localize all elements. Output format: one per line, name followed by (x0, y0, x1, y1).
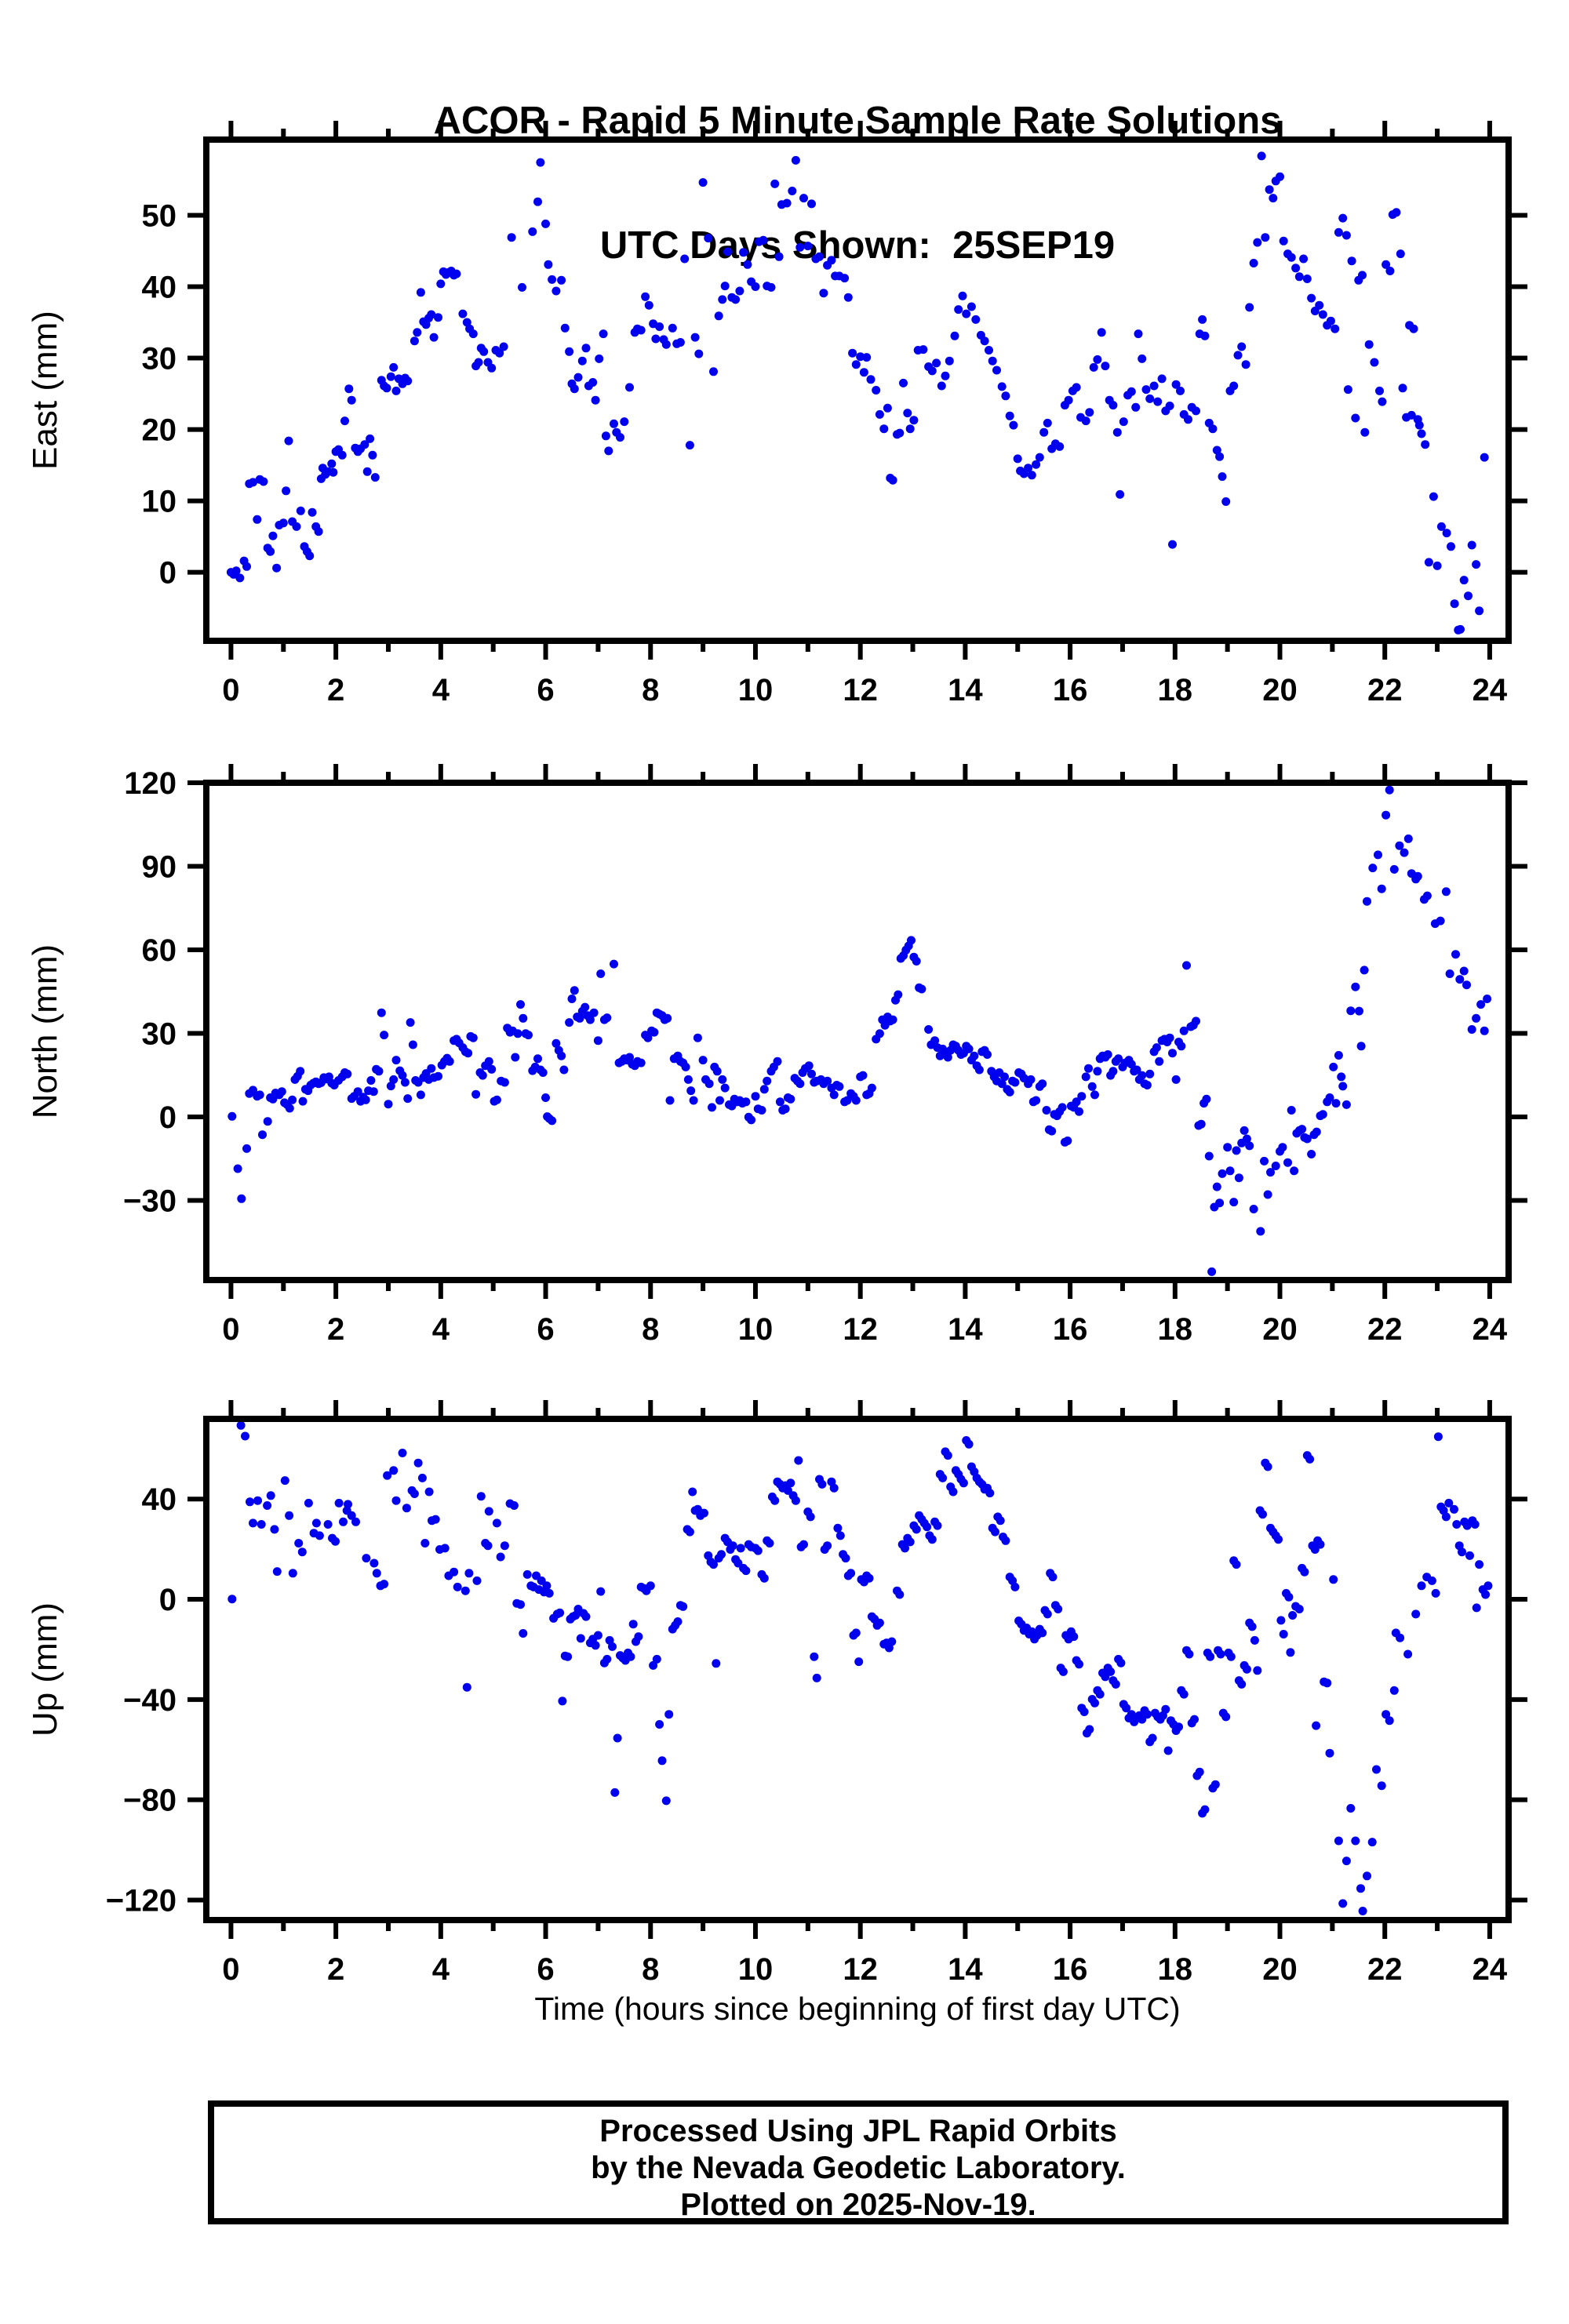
svg-text:6: 6 (537, 673, 554, 707)
up-ticks (187, 1400, 1527, 1939)
svg-text:14: 14 (948, 1952, 983, 1987)
east-frame (203, 136, 1512, 644)
north-axis-label: North (mm) (26, 944, 64, 1118)
page-title: ACOR - Rapid 5 Minute Sample Rate Soluti… (206, 17, 1509, 350)
svg-text:8: 8 (642, 1952, 659, 1987)
footer-line-1: Processed Using JPL Rapid Orbits (599, 2114, 1117, 2148)
north-panel: 0 2 4 6 8 10 12 14 16 18 20 22 24−300306090120North … (26, 764, 1527, 1347)
svg-text:−30: −30 (123, 1184, 177, 1218)
title-line-1: ACOR - Rapid 5 Minute Sample Rate Soluti… (433, 100, 1282, 142)
footer-line-2: by the Nevada Geodetic Laboratory. (591, 2151, 1126, 2185)
svg-text:20: 20 (142, 413, 177, 448)
svg-text:10: 10 (738, 1312, 774, 1347)
svg-text:8: 8 (642, 673, 659, 707)
svg-text:50: 50 (142, 198, 177, 233)
svg-text:16: 16 (1053, 1312, 1088, 1347)
east-axis-label: East (mm) (26, 311, 64, 470)
svg-text:2: 2 (327, 1312, 344, 1347)
up-points (228, 1420, 1493, 1915)
svg-text:0: 0 (222, 1312, 239, 1347)
svg-text:12: 12 (843, 673, 878, 707)
svg-text:0: 0 (222, 673, 239, 707)
svg-text:12: 12 (843, 1312, 878, 1347)
svg-text:8: 8 (642, 1312, 659, 1347)
svg-text:18: 18 (1158, 1952, 1193, 1987)
svg-text:90: 90 (142, 849, 177, 884)
svg-text:60: 60 (142, 933, 177, 968)
svg-text:10: 10 (738, 1952, 774, 1987)
east-points (226, 151, 1489, 635)
footer-line-3: Plotted on 2025-Nov-19. (680, 2188, 1036, 2222)
up-frame (203, 1416, 1512, 1923)
svg-text:16: 16 (1053, 673, 1088, 707)
svg-text:12: 12 (843, 1952, 878, 1987)
svg-text:0: 0 (159, 1100, 177, 1135)
svg-text:40: 40 (142, 1482, 177, 1517)
footer-box: Processed Using JPL Rapid Orbits by the … (208, 2100, 1509, 2224)
svg-text:6: 6 (537, 1312, 554, 1347)
svg-text:14: 14 (948, 673, 983, 707)
svg-text:−40: −40 (123, 1683, 177, 1718)
svg-text:40: 40 (142, 271, 177, 305)
svg-text:20: 20 (1262, 1312, 1298, 1347)
up-axis-label: Up (mm) (26, 1602, 64, 1737)
svg-text:0: 0 (159, 556, 177, 591)
svg-text:18: 18 (1158, 1312, 1193, 1347)
north-points (228, 785, 1492, 1276)
svg-text:−80: −80 (123, 1784, 177, 1818)
svg-text:6: 6 (537, 1952, 554, 1987)
svg-text:24: 24 (1473, 1952, 1508, 1987)
x-axis-title: Time (hours since beginning of first day… (534, 1991, 1181, 2027)
svg-text:30: 30 (142, 342, 177, 376)
svg-text:−120: −120 (106, 1883, 177, 1918)
svg-text:120: 120 (124, 766, 177, 801)
north-frame (203, 780, 1512, 1283)
svg-text:18: 18 (1158, 673, 1193, 707)
svg-text:20: 20 (1262, 673, 1298, 707)
north-ticks (187, 764, 1527, 1299)
svg-text:30: 30 (142, 1017, 177, 1051)
svg-text:0: 0 (222, 1952, 239, 1987)
svg-text:16: 16 (1053, 1952, 1088, 1987)
svg-text:2: 2 (327, 1952, 344, 1987)
svg-text:2: 2 (327, 673, 344, 707)
svg-text:22: 22 (1367, 1952, 1403, 1987)
svg-text:0: 0 (159, 1583, 177, 1617)
svg-text:20: 20 (1262, 1952, 1298, 1987)
svg-text:14: 14 (948, 1312, 983, 1347)
svg-text:10: 10 (142, 485, 177, 519)
svg-text:4: 4 (432, 1952, 450, 1987)
svg-text:4: 4 (432, 1312, 450, 1347)
svg-text:22: 22 (1367, 1312, 1403, 1347)
svg-text:10: 10 (738, 673, 774, 707)
svg-text:24: 24 (1473, 1312, 1508, 1347)
svg-text:24: 24 (1473, 673, 1508, 707)
svg-text:4: 4 (432, 673, 450, 707)
svg-text:22: 22 (1367, 673, 1403, 707)
